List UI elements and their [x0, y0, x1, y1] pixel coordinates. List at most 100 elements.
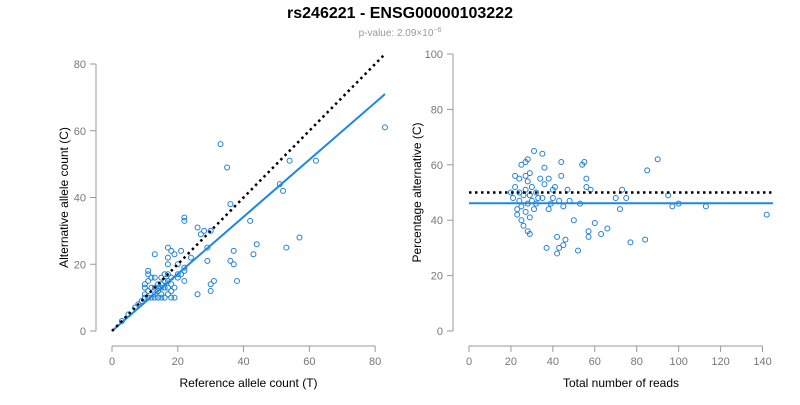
panel-2-data-point [562, 236, 569, 243]
panel-1-y-tick-label: 20 [74, 259, 86, 271]
figure-subtitle: p-value: 2.09×10−6 [359, 27, 442, 39]
panel-2-data-point [524, 178, 531, 185]
panel-2-data-point [583, 183, 590, 190]
pvalue-mantissa: p-value: 2.09×10 [359, 28, 434, 39]
panel-1-data-point [168, 281, 175, 288]
panel-2-data-point [514, 206, 521, 213]
panel-1-data-point [148, 274, 155, 281]
panel-1-data-point [204, 244, 211, 251]
panel-1-data-point [155, 287, 162, 294]
panel-2-y-tick-label: 80 [431, 104, 443, 116]
panel-1-data-point [181, 264, 188, 271]
panel-1-data-point [224, 164, 231, 171]
panel-2-data-point [510, 195, 517, 202]
panel-2-x-tick-label: 100 [669, 356, 687, 368]
panel-2-data-point [516, 189, 523, 196]
panel-2-data-point [539, 150, 546, 157]
panel-1-data-point [210, 277, 217, 284]
panel-1-data-point [138, 297, 145, 304]
panel-1-data-point [141, 291, 148, 298]
panel-2-data-point [558, 172, 565, 179]
panel-2-x-tick-label: 60 [589, 356, 601, 368]
panel-2-data-point [560, 203, 567, 210]
panel-1-data-point [280, 187, 287, 194]
panel-1-data-point [171, 284, 178, 291]
panel-1-data-point [227, 201, 234, 208]
panel-2-data-point [522, 186, 529, 193]
panel-2-y-tick-label: 60 [431, 160, 443, 172]
panel-1-data-point [164, 244, 171, 251]
panel-2-data-point [598, 231, 605, 238]
panel-2-data-point [526, 231, 533, 238]
panel-2-x-tick-label: 140 [753, 356, 771, 368]
panel-2-data-point [558, 159, 565, 166]
panel-1-y-tick-label: 0 [80, 326, 86, 338]
panel-1-data-point [158, 291, 165, 298]
panel-2-data-point [623, 195, 630, 202]
panel-1-data-point [164, 261, 171, 268]
panel-2-y-axis-title: Percentage alternative (C) [410, 122, 424, 262]
panel-2-data-point [549, 195, 556, 202]
panel-2-data-point [644, 167, 651, 174]
panel-2-y-tick-label: 100 [425, 49, 443, 61]
panel-1-data-point [141, 284, 148, 291]
panel-1-data-point [233, 277, 240, 284]
panel-1-data-point [145, 277, 152, 284]
panel-1-data-point [171, 294, 178, 301]
panel-2-data-point [518, 217, 525, 224]
panel-2-data-point [524, 156, 531, 163]
panel-2-y-tick-label: 40 [431, 215, 443, 227]
panel-2-data-point [612, 195, 619, 202]
panel-2-data-point [619, 186, 626, 193]
panel-1-data-point [207, 281, 214, 288]
panel-2-data-point [570, 217, 577, 224]
panel-1-data-point [164, 291, 171, 298]
panel-2-data-point [591, 219, 598, 226]
panel-2-data-point [627, 239, 634, 246]
panel-1-data-point [286, 157, 293, 164]
panel-1-y-tick-label: 80 [74, 59, 86, 71]
panel-2-data-point [535, 195, 542, 202]
panel-2-data-point [554, 250, 561, 257]
panel-2-data-point [763, 211, 770, 218]
panel-1-data-point [382, 124, 388, 131]
panel-1-data-point [141, 281, 148, 288]
panel-2-data-point [522, 172, 529, 179]
panel-2-data-point [575, 247, 582, 254]
panel-1-data-point [201, 227, 208, 234]
panel-1-y-axis-title: Alternative allele count (C) [57, 127, 71, 268]
panel-1-x-tick-label: 0 [109, 356, 115, 368]
panel-2-data-point [654, 156, 661, 163]
panel-1-data-point [164, 284, 171, 291]
panel-1-data-point [151, 284, 158, 291]
panel-1-y-tick-label: 40 [74, 193, 86, 205]
panel-1-data-point [247, 217, 254, 224]
panel-1-data-point [253, 241, 260, 248]
panel-1-data-point [161, 294, 168, 301]
panel-2-data-point [556, 244, 563, 251]
panel-2-data-point [526, 214, 533, 221]
panel-1-data-point [174, 271, 181, 278]
panel-1-data-point [312, 157, 319, 164]
panel-1-data-point [187, 254, 194, 261]
panel-2-data-point [518, 161, 525, 168]
panel-2-y-tick-label: 0 [437, 326, 443, 338]
panel-2-data-point [551, 183, 558, 190]
panel-2-x-tick-label: 20 [505, 356, 517, 368]
panel-2-data-point [514, 211, 521, 218]
panel-2-y-tick-label: 20 [431, 271, 443, 283]
panel-2-data-point [541, 164, 548, 171]
panel-2-x-tick-label: 40 [547, 356, 559, 368]
panel-1-data-point [207, 227, 214, 234]
panel-2-data-point [522, 208, 529, 215]
panel-1-data-point [217, 141, 224, 148]
panel-1-fit-line [111, 93, 386, 332]
panel-2-data-point [526, 170, 533, 177]
panel-1-x-tick-label: 80 [369, 356, 381, 368]
panel-1-x-tick-label: 60 [303, 356, 315, 368]
panel-2-data-point [642, 236, 649, 243]
panel-1: 0 20 40 60 80 0 20 40 60 80 Reference allele count… [57, 53, 388, 390]
panel-2-data-point [518, 203, 525, 210]
